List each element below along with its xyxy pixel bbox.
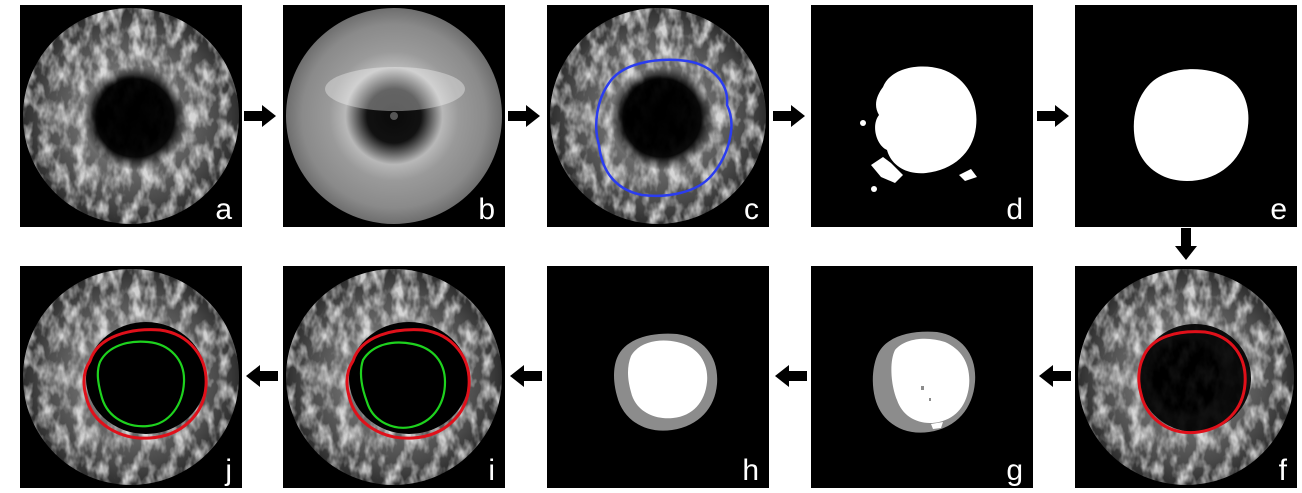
panel-a-ivus-original: a [20,5,242,227]
arrow-left-icon [246,365,278,392]
ivus-image-red-contour [1078,269,1294,485]
arrow-right-icon [508,105,540,132]
filled-mask [1133,69,1249,181]
arrow-down-icon [1175,228,1197,265]
panel-label: c [744,193,759,226]
arrow-right-icon [244,105,276,132]
panel-g-ring-mask-noisy: g [811,266,1033,488]
arrow-right-icon [773,105,805,132]
panel-h-ring-mask: h [547,266,769,488]
green-contour [96,340,186,428]
red-contour [1137,330,1247,435]
panel-c-initial-contour: c [547,5,769,227]
ivus-image-blue-contour [550,8,766,224]
panel-j-final-result: j [20,266,242,488]
panel-label: g [1006,454,1023,487]
red-contour [345,328,471,440]
smoothed-image [286,8,502,224]
panel-label: e [1270,193,1287,226]
panel-label: f [1278,454,1287,487]
panel-label: h [742,454,759,487]
panel-label: i [488,454,495,487]
panel-f-red-contour: f [1075,266,1297,488]
ring-mask-noisy [872,331,976,433]
panel-b-smoothed: b [283,5,505,227]
panel-label: j [225,454,232,487]
blue-contour [595,58,733,198]
ring-mask [614,333,718,431]
binary-mask [860,66,977,192]
panel-label: a [215,193,232,226]
panel-i-contours: i [283,266,505,488]
arrow-left-icon [510,365,542,392]
arrow-right-icon [1037,105,1069,132]
arrow-left-icon [775,365,807,392]
arrow-left-icon [1039,365,1071,392]
panel-label: d [1006,193,1023,226]
panel-e-filled-mask: e [1075,5,1297,227]
green-contour [359,341,447,429]
ivus-image-red-green-contours [23,269,239,485]
ivus-image [23,8,239,224]
red-contour [82,328,208,440]
panel-label: b [478,193,495,226]
panel-d-binary-mask: d [811,5,1033,227]
ivus-image-red-green-contours [286,269,502,485]
